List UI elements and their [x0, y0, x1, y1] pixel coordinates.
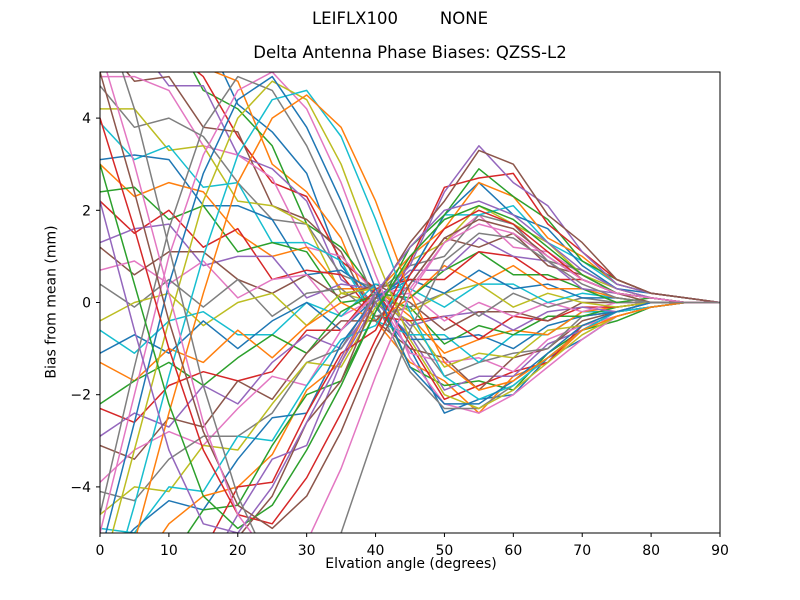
series-group	[100, 72, 720, 533]
series-line	[100, 200, 720, 533]
x-tick-label: 40	[367, 543, 385, 559]
x-tick-label: 90	[711, 543, 729, 559]
x-axis-label: Elvation angle (degrees)	[325, 556, 497, 572]
figure-suptitle: LEIFLX100 NONE	[311, 9, 489, 28]
series-line	[100, 204, 720, 533]
x-tick-label: 60	[504, 543, 522, 559]
series-line	[129, 181, 720, 533]
y-tick-label: 4	[82, 111, 91, 127]
x-tick-label: 30	[298, 543, 316, 559]
x-tick-label: 0	[96, 543, 105, 559]
y-tick-label: −4	[70, 480, 91, 496]
x-tick-label: 20	[229, 543, 247, 559]
axes-frame	[99, 71, 721, 534]
axes-title: Delta Antenna Phase Biases: QZSS-L2	[253, 43, 567, 62]
y-tick-label: 0	[82, 296, 91, 312]
x-tick-label: 50	[436, 543, 454, 559]
x-tick-label: 70	[573, 543, 591, 559]
x-tick-label: 10	[160, 543, 178, 559]
series-line	[121, 72, 720, 533]
series-line	[105, 75, 720, 533]
series-line	[240, 149, 720, 533]
series-line	[106, 72, 720, 533]
series-line	[226, 145, 720, 533]
y-tick-label: −2	[70, 388, 91, 404]
y-tick-label: 2	[82, 203, 91, 219]
x-tick-label: 80	[642, 543, 660, 559]
